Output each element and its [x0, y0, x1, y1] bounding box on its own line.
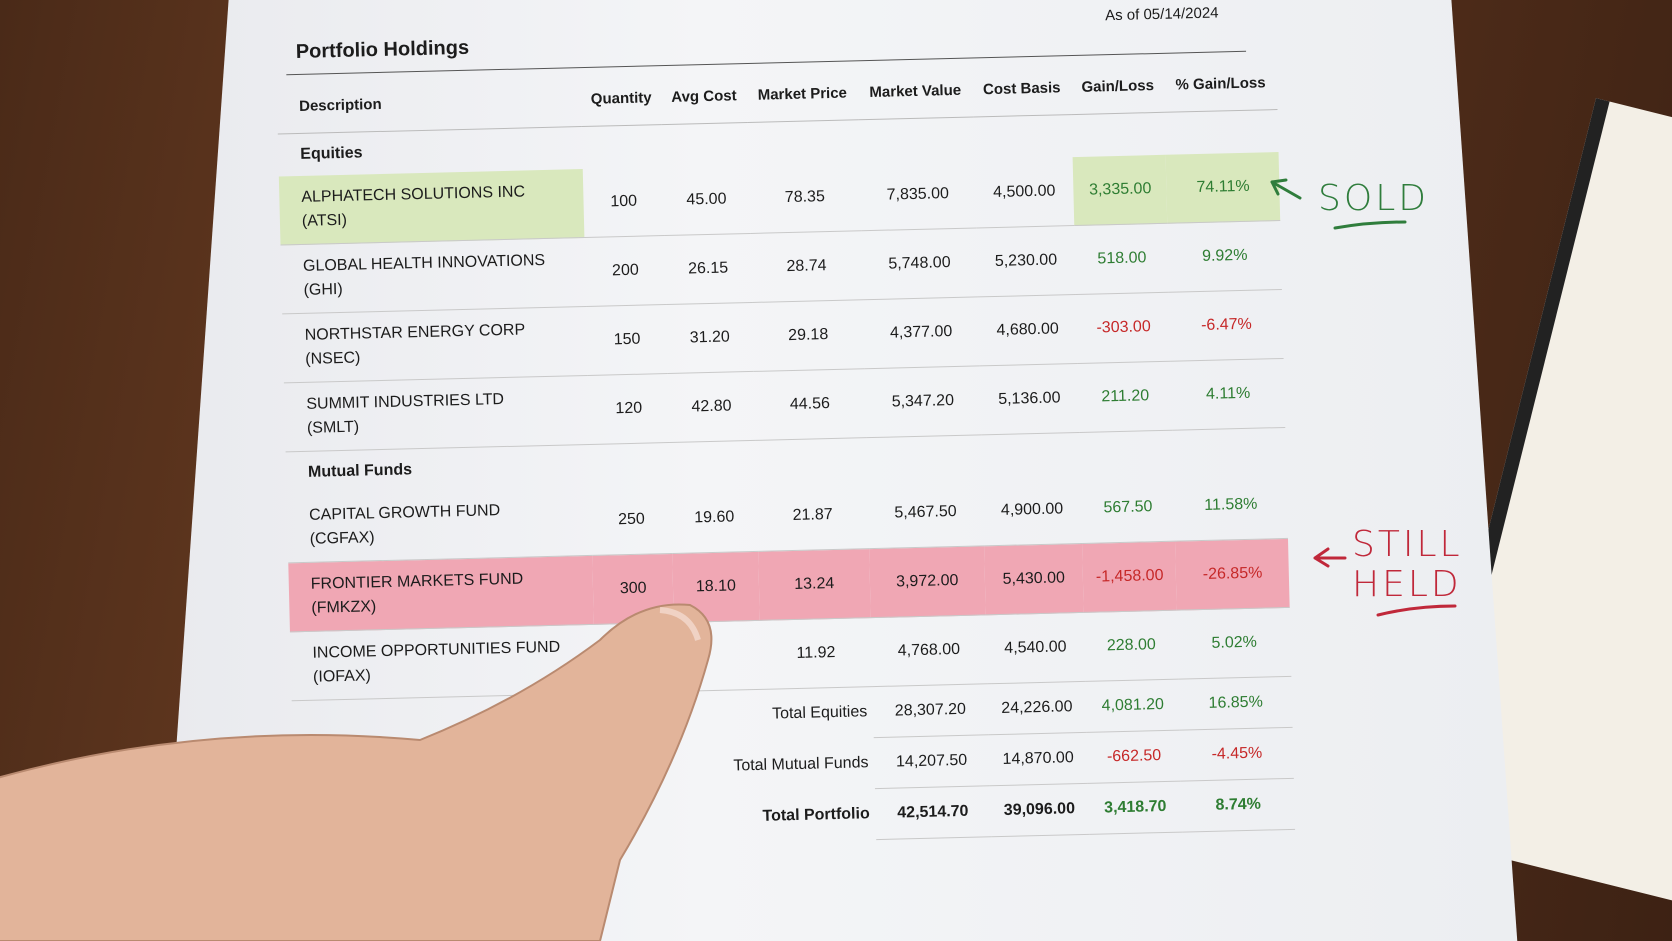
total-cell: -4.45% [1180, 727, 1294, 782]
column-header: Market Price [745, 65, 859, 123]
cell: 29.18 [751, 299, 865, 372]
total-cell: 14,207.50 [873, 734, 990, 789]
cell: 200 [584, 235, 667, 307]
cell: 26.15 [664, 233, 752, 305]
cell: 21.87 [756, 480, 870, 552]
cell: 45.00 [663, 164, 750, 236]
cell: 4.11% [1171, 358, 1286, 431]
cell [674, 620, 762, 692]
column-header: Gain/Loss [1070, 57, 1165, 115]
cell: 400 [593, 622, 676, 694]
cell: 11.92 [759, 617, 873, 690]
cell: 31.20 [666, 302, 754, 374]
cell: -1,458.00 [1082, 541, 1178, 613]
holdings-table: Description Quantity Avg Cost Market Price M… [276, 55, 1296, 854]
cell: 120 [587, 373, 670, 445]
column-header: Avg Cost [660, 68, 748, 125]
cell: 28.74 [749, 230, 864, 303]
cell: 11.58% [1173, 469, 1288, 542]
cell: 150 [586, 304, 669, 376]
total-cell: 4,081.20 [1085, 679, 1181, 733]
description-cell: ALPHATECH SOLUTIONS INC (ATSI) [278, 169, 585, 245]
total-cell: 39,096.00 [989, 783, 1090, 837]
total-cell: 28,307.20 [872, 683, 989, 738]
cell: 4,500.00 [974, 157, 1075, 228]
cell: 228.00 [1083, 610, 1179, 682]
cell: 4,540.00 [985, 612, 1086, 684]
column-header: Market Value [857, 62, 974, 120]
cell: 7,835.00 [859, 159, 976, 231]
description-cell: FRONTIER MARKETS FUND (FMKZX) [288, 555, 594, 632]
total-cell: 42,514.70 [875, 785, 991, 840]
cell: 74.11% [1166, 152, 1281, 224]
cell: 5,347.20 [864, 365, 981, 438]
cell: 4,680.00 [977, 294, 1078, 366]
annotation: SOLD [1318, 178, 1429, 219]
description-cell: NORTHSTAR ENERGY CORP (NSEC) [282, 306, 588, 383]
column-header: Description [276, 72, 582, 134]
cell: 5,230.00 [975, 225, 1077, 297]
total-cell: 8.74% [1181, 778, 1296, 833]
cell: 19.60 [670, 482, 758, 554]
total-cell: 24,226.00 [986, 681, 1087, 735]
description-cell: SUMMIT INDUSTRIES LTD (SMLT) [283, 375, 590, 452]
total-cell: 14,870.00 [988, 732, 1089, 786]
cell: 78.35 [748, 162, 862, 234]
cell: 13.24 [757, 548, 871, 621]
cell: 9.92% [1167, 220, 1282, 293]
cell: 300 [592, 553, 675, 625]
column-header: Quantity [580, 70, 663, 127]
cell: 3,335.00 [1072, 154, 1168, 226]
cell: 250 [590, 484, 673, 556]
cell: 44.56 [753, 368, 867, 441]
description-cell: GLOBAL HEALTH INNOVATIONS (GHI) [280, 237, 587, 314]
cell: 5,467.50 [867, 477, 984, 549]
column-header: % Gain/Loss [1163, 55, 1278, 113]
cell: 5,430.00 [983, 543, 1084, 615]
date: As of 05/14/2024 [1104, 4, 1219, 25]
cell: 5,748.00 [861, 227, 978, 300]
cell: 18.10 [672, 551, 760, 623]
total-cell: 16.85% [1178, 676, 1293, 731]
column-header: Cost Basis [971, 60, 1072, 117]
cell: 4,900.00 [981, 474, 1083, 546]
description-cell: INCOME OPPORTUNITIES FUND (IOFAX) [289, 624, 596, 701]
title: Portfolio Holdings [295, 36, 470, 64]
description-cell: CAPITAL GROWTH FUND (CGFAX) [286, 486, 593, 563]
cell: 3,972.00 [869, 545, 986, 618]
cell: -303.00 [1076, 292, 1172, 364]
cell: 5,136.00 [979, 363, 1080, 435]
cell: -6.47% [1169, 289, 1284, 362]
cell: 42.80 [668, 371, 755, 443]
cell: 4,377.00 [863, 296, 980, 369]
cell: 100 [582, 167, 665, 238]
cell: 518.00 [1074, 223, 1170, 295]
total-cell: 3,418.70 [1088, 781, 1183, 835]
cell: 5.02% [1177, 607, 1292, 680]
cell: -26.85% [1175, 538, 1290, 611]
annotation: STILL HELD [1352, 524, 1463, 605]
total-cell: -662.50 [1086, 730, 1182, 784]
cell: 4,768.00 [870, 614, 987, 687]
cell: 211.20 [1077, 361, 1173, 433]
cell: 567.50 [1080, 472, 1176, 544]
